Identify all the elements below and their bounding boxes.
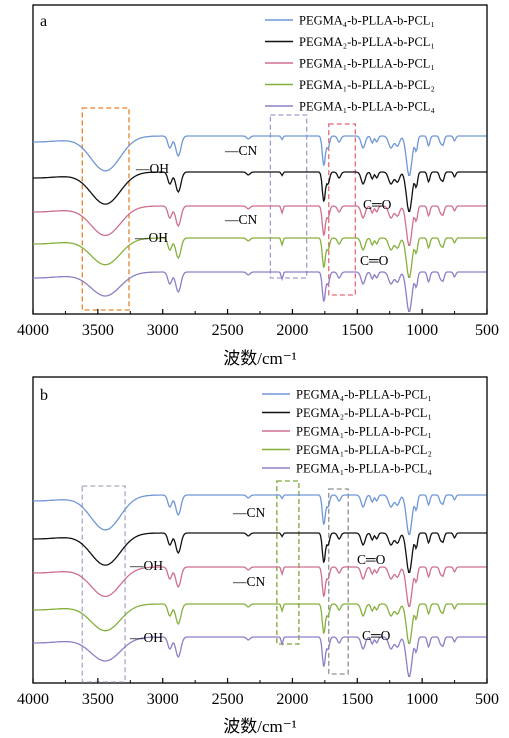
peak-annotation: C═O: [362, 628, 391, 643]
plot-frame: [32, 4, 488, 315]
series-line: [33, 494, 487, 535]
x-tick-label: 500: [475, 691, 499, 708]
x-tick-label: 1500: [341, 322, 373, 339]
peak-annotation: —CN: [232, 574, 266, 589]
series-line: [33, 603, 487, 644]
series-line: [33, 271, 487, 312]
peak-annotation: —OH: [135, 161, 169, 176]
legend-label: PEGMA₁-b-PLLA-b-PCL₄: [299, 100, 435, 114]
x-tick-label: 1000: [406, 322, 438, 339]
x-tick-label: 3000: [147, 691, 179, 708]
x-axis: 4000 3500 3000 2500 2000 1500 1000 500: [17, 309, 499, 339]
x-tick-label: 2000: [276, 691, 308, 708]
panel-a: a PEGMA₄-b-PLLA-b-PCL₁ PEGMA₂-b-PLLA-b-PC…: [17, 4, 499, 368]
series-line: [33, 636, 487, 677]
highlight-box: [269, 114, 308, 279]
highlight-box: [328, 123, 356, 296]
legend: PEGMA₄-b-PLLA-b-PCL₁ PEGMA₂-b-PLLA-b-PCL₁…: [265, 14, 435, 114]
highlight-box: [81, 107, 130, 311]
series-line: [33, 205, 487, 246]
peak-annotation: C═O: [363, 197, 392, 212]
series-line: [33, 135, 487, 176]
legend-label: PEGMA₁-b-PLLA-b-PCL₁: [296, 425, 432, 439]
legend-label: PEGMA₄-b-PLLA-b-PCL₁: [296, 388, 432, 402]
x-axis-label: 波数/cm⁻¹: [223, 717, 297, 736]
peak-annotation: —OH: [129, 630, 163, 645]
legend: PEGMA₄-b-PLLA-b-PCL₁ PEGMA₂-b-PLLA-b-PCL₁…: [262, 388, 432, 476]
x-tick-label: 2000: [276, 322, 308, 339]
legend-label: PEGMA₂-b-PLLA-b-PCL₁: [299, 35, 435, 49]
x-axis-label: 波数/cm⁻¹: [223, 349, 297, 368]
peak-annotation: C═O: [357, 552, 386, 567]
legend-label: PEGMA₁-b-PLLA-b-PCL₂: [296, 443, 432, 457]
peak-annotation: —CN: [232, 505, 266, 520]
x-tick-label: 2500: [212, 322, 244, 339]
series-line: [33, 566, 487, 607]
x-tick-label: 3000: [147, 322, 179, 339]
legend-label: PEGMA₁-b-PLLA-b-PCL₄: [296, 462, 432, 476]
peak-annotation: —CN: [224, 143, 258, 158]
legend-label: PEGMA₁-b-PLLA-b-PCL₁: [299, 57, 435, 71]
panel-b: b PEGMA₄-b-PLLA-b-PCL₁ PEGMA₂-b-PLLA-b-PC…: [17, 376, 499, 736]
legend-label: PEGMA₂-b-PLLA-b-PCL₁: [296, 406, 432, 420]
x-tick-label: 4000: [17, 691, 49, 708]
legend-label: PEGMA₁-b-PLLA-b-PCL₂: [299, 78, 435, 92]
highlight-box: [276, 480, 300, 645]
x-tick-label: 2500: [212, 691, 244, 708]
x-tick-label: 3500: [82, 691, 114, 708]
panel-label: a: [40, 13, 47, 30]
series-line: [33, 532, 487, 573]
highlight-box: [81, 485, 126, 683]
x-tick-label: 500: [475, 322, 499, 339]
highlight-box: [328, 488, 349, 675]
peak-annotation: —OH: [134, 230, 168, 245]
x-tick-label: 1500: [341, 691, 373, 708]
peak-annotation: —CN: [224, 212, 258, 227]
x-tick-label: 3500: [82, 322, 114, 339]
x-tick-label: 4000: [17, 322, 49, 339]
series-line: [33, 237, 487, 278]
series-line: [33, 171, 487, 212]
panel-label: b: [40, 387, 48, 404]
x-axis: 4000 3500 3000 2500 2000 1500 1000 500: [17, 678, 499, 708]
legend-label: PEGMA₄-b-PLLA-b-PCL₁: [299, 14, 435, 28]
x-tick-label: 1000: [406, 691, 438, 708]
peak-annotation: —OH: [129, 558, 163, 573]
peak-annotation: C═O: [360, 253, 389, 268]
